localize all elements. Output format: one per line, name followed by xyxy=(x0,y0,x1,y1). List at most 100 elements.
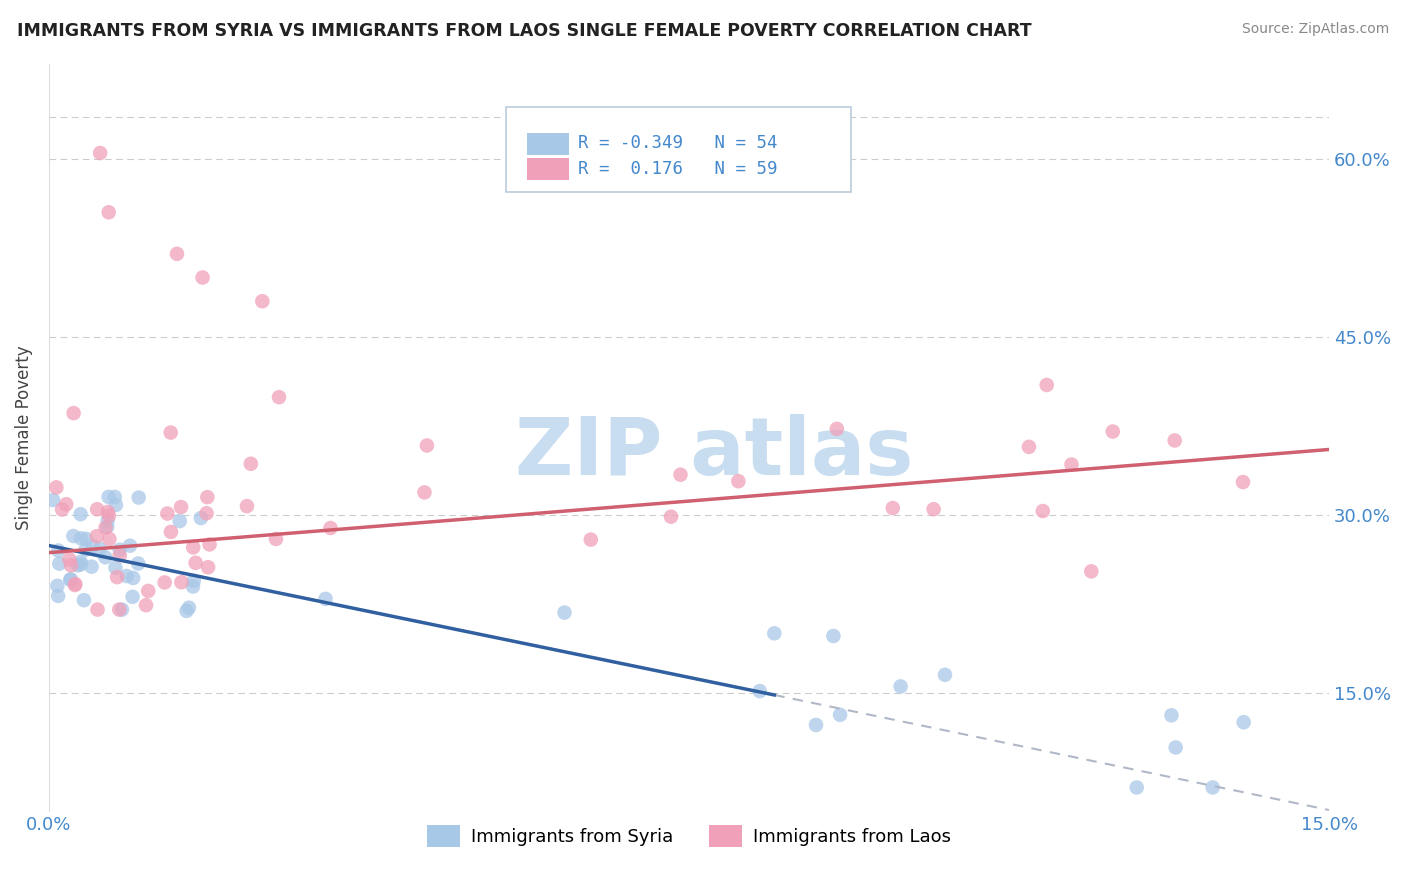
Point xyxy=(108,548,131,562)
Point xyxy=(69,507,91,521)
Point xyxy=(239,457,262,471)
Point xyxy=(922,502,945,516)
Point xyxy=(1232,475,1254,489)
Point xyxy=(183,574,205,588)
Point xyxy=(153,575,176,590)
Point xyxy=(97,513,120,527)
Point xyxy=(166,247,188,261)
Point xyxy=(96,520,118,534)
Point xyxy=(195,506,218,520)
Point xyxy=(86,502,108,516)
Point xyxy=(890,680,912,694)
Text: IMMIGRANTS FROM SYRIA VS IMMIGRANTS FROM LAOS SINGLE FEMALE POVERTY CORRELATION : IMMIGRANTS FROM SYRIA VS IMMIGRANTS FROM… xyxy=(17,22,1032,40)
Y-axis label: Single Female Poverty: Single Female Poverty xyxy=(15,345,32,530)
Point xyxy=(264,532,287,546)
Point xyxy=(416,438,439,452)
Point xyxy=(159,425,181,440)
Point xyxy=(48,557,70,571)
Point xyxy=(1080,565,1102,579)
Point xyxy=(1060,458,1083,472)
Point xyxy=(828,707,851,722)
Point xyxy=(111,602,134,616)
Point xyxy=(75,532,97,546)
Point xyxy=(1032,504,1054,518)
Point xyxy=(62,529,84,543)
Point xyxy=(75,542,97,557)
Point xyxy=(804,718,827,732)
Point xyxy=(319,521,342,535)
Point xyxy=(1035,378,1057,392)
Point xyxy=(59,573,82,587)
Point xyxy=(97,508,120,523)
Point xyxy=(195,490,218,504)
Point xyxy=(70,532,93,546)
Point xyxy=(51,502,73,516)
Point xyxy=(197,560,219,574)
Point xyxy=(198,537,221,551)
Point xyxy=(1125,780,1147,795)
Point xyxy=(55,497,77,511)
Point xyxy=(1160,708,1182,723)
Point xyxy=(80,559,103,574)
Point xyxy=(121,590,143,604)
Text: Source: ZipAtlas.com: Source: ZipAtlas.com xyxy=(1241,22,1389,37)
Point xyxy=(1164,740,1187,755)
Point xyxy=(160,524,183,539)
Point xyxy=(823,629,845,643)
Point xyxy=(108,602,131,616)
Point xyxy=(184,556,207,570)
Text: R = -0.349   N = 54: R = -0.349 N = 54 xyxy=(578,135,778,153)
Point xyxy=(135,598,157,612)
Point xyxy=(315,591,337,606)
Point xyxy=(1202,780,1225,795)
Point xyxy=(104,498,127,512)
Point xyxy=(105,570,128,584)
Point xyxy=(413,485,436,500)
Point xyxy=(69,555,91,569)
Point xyxy=(236,499,259,513)
Point xyxy=(59,573,82,587)
Point xyxy=(115,569,138,583)
Point xyxy=(191,270,214,285)
Point xyxy=(1163,434,1185,448)
Point xyxy=(89,146,111,161)
Point xyxy=(63,578,86,592)
Point xyxy=(169,514,191,528)
Point xyxy=(190,511,212,525)
Point xyxy=(62,406,84,420)
Point xyxy=(86,602,108,616)
Point xyxy=(579,533,602,547)
Point xyxy=(553,606,575,620)
Point xyxy=(108,542,131,557)
Point xyxy=(70,558,93,572)
Text: ZIP atlas: ZIP atlas xyxy=(516,414,914,491)
Point xyxy=(97,490,120,504)
Point xyxy=(659,509,682,524)
Point xyxy=(156,507,179,521)
Point xyxy=(46,543,69,558)
Point xyxy=(97,505,120,519)
Point xyxy=(46,589,69,603)
Point xyxy=(669,467,692,482)
Point xyxy=(73,593,96,607)
Point xyxy=(66,558,89,573)
Point xyxy=(42,493,65,508)
Point xyxy=(86,529,108,543)
Point xyxy=(127,557,149,571)
Point xyxy=(763,626,786,640)
Text: R =  0.176   N = 59: R = 0.176 N = 59 xyxy=(578,160,778,178)
Point xyxy=(882,501,904,516)
Point xyxy=(58,552,80,566)
Point xyxy=(97,205,120,219)
Point xyxy=(1018,440,1040,454)
Point xyxy=(104,490,127,504)
Legend: Immigrants from Syria, Immigrants from Laos: Immigrants from Syria, Immigrants from L… xyxy=(420,818,957,855)
Point xyxy=(94,550,117,565)
Point xyxy=(98,532,121,546)
Point xyxy=(65,577,87,591)
Point xyxy=(118,539,141,553)
Point xyxy=(181,579,204,593)
Point xyxy=(825,422,848,436)
Point xyxy=(94,521,117,535)
Point xyxy=(934,668,956,682)
